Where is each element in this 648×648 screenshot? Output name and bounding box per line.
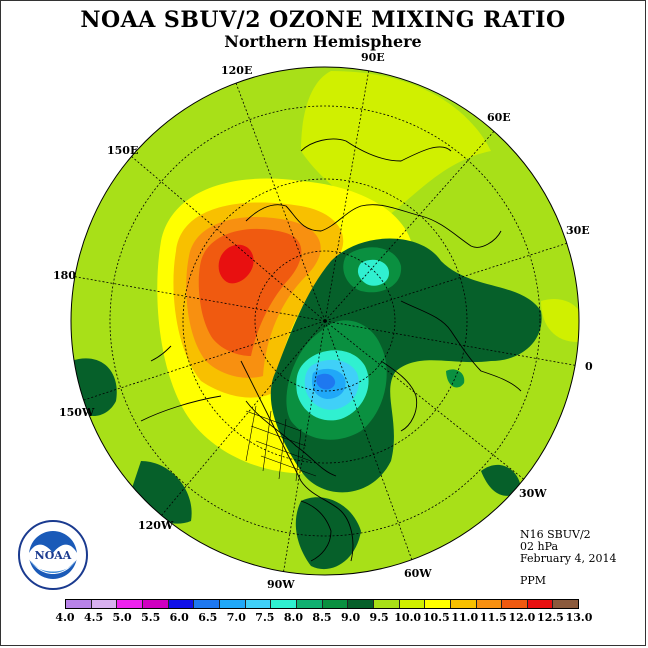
- lon-label-150e: 150E: [107, 144, 139, 157]
- color-scale-label: 7.0: [226, 611, 246, 624]
- lon-label-0: 0: [585, 360, 593, 373]
- color-scale-segment: [476, 600, 503, 608]
- color-scale-segment: [502, 600, 528, 608]
- color-scale-label: 12.5: [537, 611, 564, 624]
- lon-label-90e: 90E: [361, 51, 385, 64]
- color-scale-label: 5.0: [112, 611, 132, 624]
- color-scale-label: 13.0: [565, 611, 593, 624]
- color-scale-segment: [373, 600, 400, 608]
- color-scale-label: 11.0: [451, 611, 479, 624]
- color-scale-segment: [194, 600, 220, 608]
- color-scale-segment: [425, 600, 451, 608]
- color-scale-segment: [245, 600, 272, 608]
- color-scale-segment: [450, 600, 477, 608]
- noaa-logo: NOAA: [18, 520, 88, 590]
- contour-6-5: [316, 373, 336, 390]
- state-borders: [245, 405, 317, 482]
- color-scale-label: 8.5: [312, 611, 332, 624]
- satellite-label: N16 SBUV/2: [520, 528, 591, 541]
- contour-9-0: [481, 464, 521, 496]
- color-scale-label: 10.0: [394, 611, 422, 624]
- color-scale-label: 7.5: [255, 611, 275, 624]
- color-scale-label: 9.0: [340, 611, 361, 624]
- color-scale-label: 4.5: [83, 611, 104, 624]
- color-scale-segment: [168, 600, 195, 608]
- color-scale-segment: [271, 600, 297, 608]
- color-scale-segment: [142, 600, 169, 608]
- level-label: 02 hPa: [520, 540, 559, 553]
- contour-10-0: [541, 299, 579, 342]
- color-scale-segment: [117, 600, 143, 608]
- lon-label-30w: 30W: [519, 487, 547, 500]
- lon-label-90w: 90W: [267, 578, 295, 591]
- lon-label-60w: 60W: [404, 567, 432, 580]
- color-scale-segment: [91, 600, 118, 608]
- lon-label-180: 180: [53, 269, 76, 282]
- contour-8-5: [446, 369, 465, 388]
- lon-label-30e: 30E: [566, 224, 590, 237]
- color-scale-segment: [219, 600, 246, 608]
- color-scale-label: 8.0: [283, 611, 304, 624]
- lon-label-120w: 120W: [138, 519, 174, 532]
- color-scale-segment: [527, 600, 554, 608]
- color-scale-segment: [66, 600, 92, 608]
- globe-outline: [70, 66, 580, 576]
- units-label: PPM: [520, 574, 547, 587]
- logo-text: NOAA: [35, 549, 72, 562]
- color-scale-label: 6.5: [198, 611, 218, 624]
- page-title: NOAA SBUV/2 OZONE MIXING RATIO: [80, 7, 566, 33]
- date-label: February 4, 2014: [520, 552, 617, 565]
- lon-label-120e: 120E: [221, 64, 253, 77]
- lon-label-150w: 150W: [59, 406, 95, 419]
- color-scale-segment: [296, 600, 323, 608]
- color-scale-label: 6.0: [169, 611, 189, 624]
- color-scale-label: 10.5: [422, 611, 450, 624]
- color-scale-segment: [399, 600, 426, 608]
- contour-8-0: [357, 259, 389, 286]
- color-scale: [65, 599, 579, 609]
- graticule: [71, 68, 579, 575]
- color-scale-label: 12.0: [508, 611, 536, 624]
- color-scale-segment: [322, 600, 349, 608]
- color-scale-label: 9.5: [369, 611, 389, 624]
- color-scale-segment: [553, 600, 579, 608]
- contour-10-0: [301, 71, 491, 221]
- color-scale-label: 5.5: [141, 611, 161, 624]
- page-subtitle: Northern Hemisphere: [224, 32, 422, 51]
- color-scale-label: 4.0: [55, 611, 75, 624]
- color-scale-segment: [348, 600, 374, 608]
- contour-12-5: [218, 244, 254, 284]
- lon-label-60e: 60E: [487, 111, 511, 124]
- color-scale-label: 11.5: [479, 611, 507, 624]
